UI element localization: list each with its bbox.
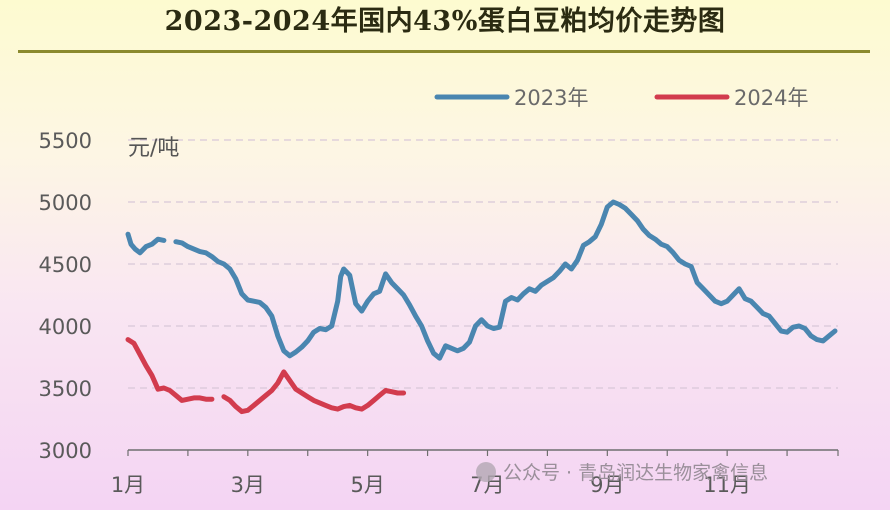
chart-title: 2023-2024年国内43%蛋白豆粕均价走势图 — [164, 6, 726, 37]
series-line — [221, 369, 407, 415]
y-tick-label: 3500 — [39, 377, 92, 401]
series-line — [173, 199, 838, 361]
watermark: 公众号 · 青岛润达生物家禽信息 — [476, 462, 768, 484]
title-divider — [18, 50, 870, 53]
y-tick-label: 5500 — [39, 129, 92, 153]
series-line — [125, 337, 215, 403]
legend-label: 2023年 — [514, 86, 588, 110]
series-line — [125, 231, 167, 256]
y-tick-label: 3000 — [39, 439, 92, 463]
y-tick-label: 5000 — [39, 191, 92, 215]
x-tick-label: 9月 — [590, 473, 624, 497]
y-axis-unit-label: 元/吨 — [128, 136, 179, 161]
grid-lines — [128, 139, 838, 389]
x-tick-label: 1月 — [111, 473, 145, 497]
watermark-text: 公众号 · 青岛润达生物家禽信息 — [503, 462, 768, 484]
y-tick-label: 4500 — [39, 253, 92, 277]
y-tick-label: 4000 — [39, 315, 92, 339]
wechat-icon — [476, 462, 496, 482]
x-tick-label: 3月 — [231, 473, 265, 497]
legend: 2023年 2024年 — [434, 86, 808, 110]
legend-label: 2024年 — [734, 86, 808, 110]
series-lines — [125, 199, 838, 415]
x-axis: 1月 3月 5月 7月 9月 11月 — [111, 449, 839, 497]
x-tick-label: 5月 — [350, 473, 384, 497]
x-tick-label: 11月 — [703, 473, 751, 497]
y-axis-tick-labels: 3000 3500 4000 4500 5000 5500 — [39, 129, 92, 463]
